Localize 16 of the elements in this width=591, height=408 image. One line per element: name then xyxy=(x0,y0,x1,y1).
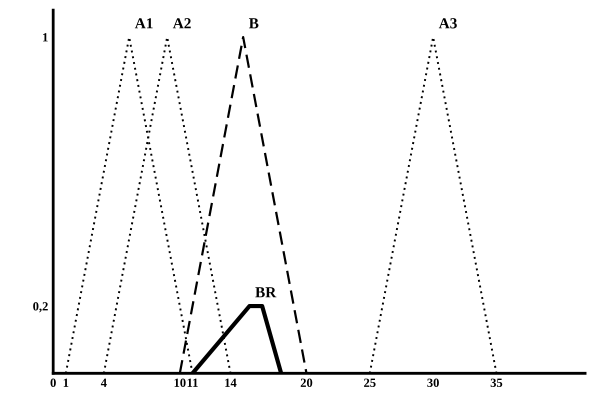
series-label: B xyxy=(248,18,258,28)
x-tick-label: 25 xyxy=(364,378,376,387)
x-tick-label: 0 xyxy=(50,378,56,387)
x-tick-label: 1 xyxy=(64,378,68,387)
series-label: A1 xyxy=(134,18,153,28)
x-tick-label: 35 xyxy=(490,378,502,387)
x-tick-label: 11 xyxy=(188,378,198,387)
series-label: BR xyxy=(255,287,276,298)
x-tick-label: 20 xyxy=(300,378,312,387)
x-tick-label: 30 xyxy=(427,378,439,387)
x-tick-label: 4 xyxy=(100,378,107,387)
y-tick-label: 0,2 xyxy=(33,302,48,312)
series-label: A2 xyxy=(172,18,191,28)
x-tick-label: 14 xyxy=(225,378,237,387)
series-label: A3 xyxy=(438,18,457,28)
x-tick-label: 10 xyxy=(174,378,186,387)
